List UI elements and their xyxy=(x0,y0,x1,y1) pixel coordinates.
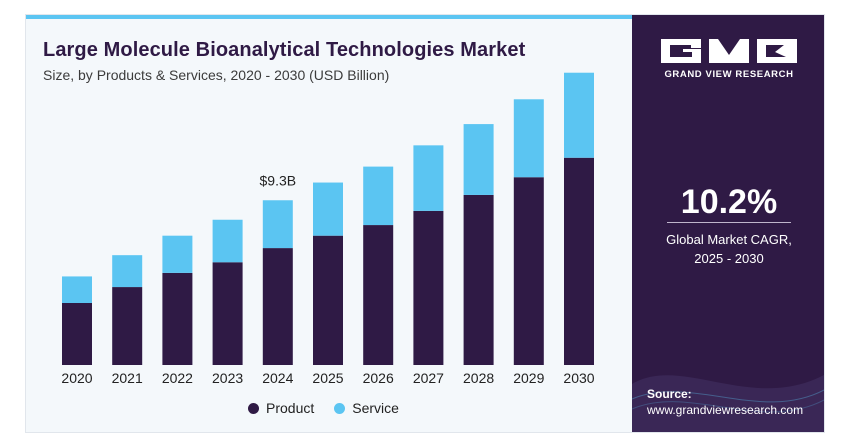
logo-mark-g xyxy=(661,39,701,63)
bar-service-2029 xyxy=(513,99,544,178)
x-tick-label-2021: 2021 xyxy=(112,370,143,386)
bar-product-2030 xyxy=(564,157,594,365)
bar-product-2021 xyxy=(112,287,143,365)
bar-product-2025 xyxy=(313,235,343,365)
source-label: Source: xyxy=(647,387,692,401)
bar-product-2026 xyxy=(363,225,394,365)
bar-service-2028 xyxy=(463,124,494,195)
bar-service-2030 xyxy=(564,72,594,158)
bar-chart: 2020 2021 2022 2023 2024 $9.3B 2025 2026 2027 202… xyxy=(61,72,595,386)
legend-swatch-service xyxy=(334,402,346,414)
logo-mark-r xyxy=(757,39,797,63)
source-note: Source: www.grandviewresearch.com xyxy=(647,386,803,418)
bar-product-2020 xyxy=(62,303,92,365)
chart-legend: Product Service xyxy=(248,400,399,416)
x-tick-label-2023: 2023 xyxy=(212,370,243,386)
cagr-divider xyxy=(667,222,791,223)
x-tick-label-2027: 2027 xyxy=(413,370,444,386)
bar-service-2027 xyxy=(413,145,444,211)
x-tick-label-2026: 2026 xyxy=(363,370,394,386)
bar-service-2023 xyxy=(212,219,243,263)
x-tick-label-2030: 2030 xyxy=(563,370,594,386)
x-tick-label-2020: 2020 xyxy=(61,370,92,386)
bar-service-2026 xyxy=(363,166,394,226)
bar-service-2021 xyxy=(112,255,143,288)
bar-product-2024 xyxy=(262,248,293,365)
data-label-2024: $9.3B xyxy=(260,172,297,188)
cagr-label: Global Market CAGR, 2025 - 2030 xyxy=(632,230,824,268)
legend-item-service: Service xyxy=(334,400,399,416)
legend-item-product: Product xyxy=(248,400,314,416)
chart-card: Large Molecule Bioanalytical Technologie… xyxy=(25,14,825,433)
cagr-label-line1: Global Market CAGR, xyxy=(666,232,792,247)
x-tick-label-2024: 2024 xyxy=(262,370,293,386)
bar-product-2027 xyxy=(413,210,444,365)
legend-label-service: Service xyxy=(352,400,399,416)
bar-service-2024 xyxy=(262,200,293,249)
source-url[interactable]: www.grandviewresearch.com xyxy=(647,403,804,417)
legend-label-product: Product xyxy=(266,400,315,416)
bar-product-2022 xyxy=(162,272,193,365)
logo-marks xyxy=(654,39,804,63)
bar-product-2028 xyxy=(463,194,494,365)
legend-swatch-product xyxy=(248,402,259,414)
cagr-value: 10.2% xyxy=(680,183,778,221)
bar-service-2022 xyxy=(162,235,193,273)
tick-labels-layer: 2020 2021 2022 2023 2024 $9.3B 2025 2026 2027 202… xyxy=(61,172,594,386)
bar-service-2025 xyxy=(313,182,343,236)
brand-name: GRAND VIEW RESEARCH xyxy=(664,69,794,80)
accent-strip xyxy=(26,15,632,19)
x-tick-label-2028: 2028 xyxy=(463,370,494,386)
x-tick-label-2022: 2022 xyxy=(162,370,193,386)
decorative-wave xyxy=(632,374,824,432)
bar-service-2020 xyxy=(62,276,92,303)
chart-subtitle: Size, by Products & Services, 2020 - 203… xyxy=(43,67,390,83)
logo-mark-v xyxy=(709,39,749,63)
brand-logo: GRAND VIEW RESEARCH xyxy=(654,39,804,80)
bar-product-2023 xyxy=(212,262,243,365)
x-tick-label-2029: 2029 xyxy=(513,370,544,386)
cagr-label-line2: 2025 - 2030 xyxy=(694,251,764,266)
x-tick-label-2025: 2025 xyxy=(312,370,343,386)
chart-title: Large Molecule Bioanalytical Technologie… xyxy=(43,39,526,61)
bars-layer xyxy=(62,72,594,365)
side-panel: GRAND VIEW RESEARCH 10.2% Global Market … xyxy=(632,15,824,432)
bar-product-2029 xyxy=(513,177,544,365)
